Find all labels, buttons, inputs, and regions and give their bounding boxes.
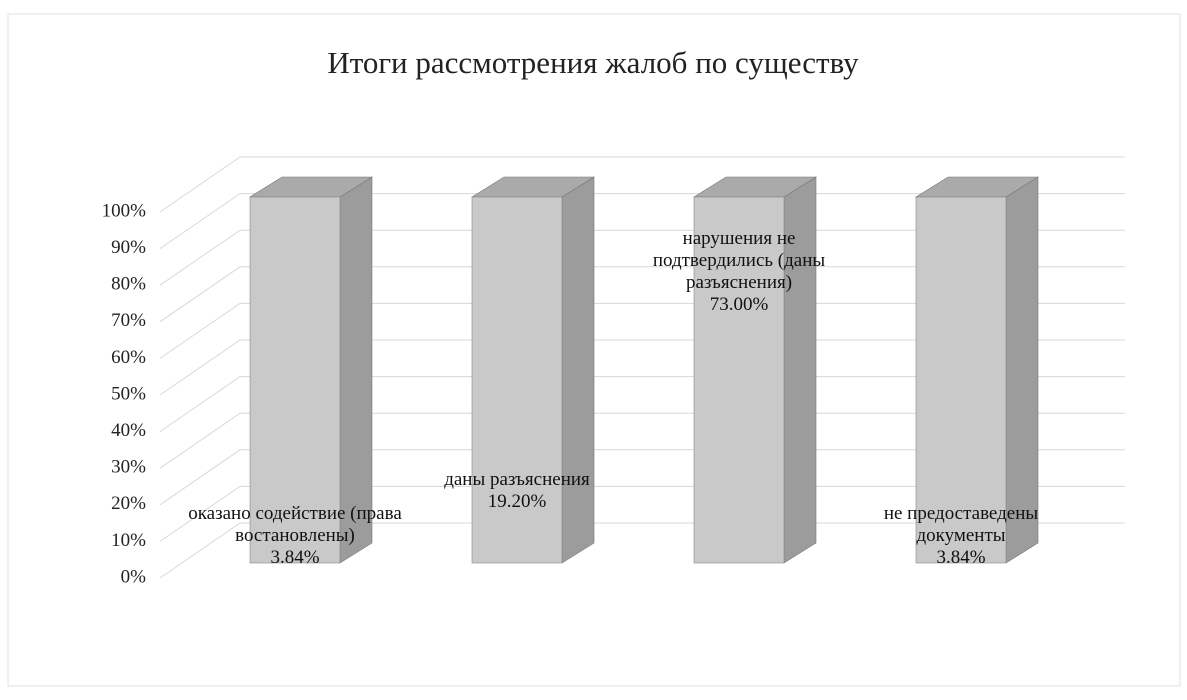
grid-line <box>159 229 1125 286</box>
data-label: 3.84% <box>936 546 986 568</box>
y-tick-label: 20% <box>111 493 146 514</box>
data-label-category: оказано содействие (права востановлены) <box>188 502 402 546</box>
grid-line <box>159 522 1125 579</box>
bar <box>915 196 1007 564</box>
y-tick-label: 100% <box>102 200 147 221</box>
data-label-category: даны разъяснения <box>444 468 590 490</box>
grid-line <box>159 449 1125 506</box>
chart-title: Итоги рассмотрения жалоб по существу <box>327 45 859 80</box>
y-tick-label: 70% <box>111 310 146 331</box>
y-tick-label: 30% <box>111 457 146 478</box>
grid-line <box>159 266 1125 323</box>
y-tick-label: 10% <box>111 530 146 551</box>
bar <box>249 196 341 564</box>
y-tick-label: 80% <box>111 274 146 295</box>
bar <box>693 196 785 564</box>
y-tick-label: 40% <box>111 420 146 441</box>
grid-line <box>159 302 1125 359</box>
data-label-category: не предоставедены документы <box>883 502 1039 546</box>
grid-line <box>159 485 1125 542</box>
data-label: 19.20% <box>487 490 547 512</box>
y-tick-label: 90% <box>111 237 146 258</box>
y-tick-label: 0% <box>121 566 147 587</box>
grid-line <box>159 339 1125 396</box>
grid-line <box>159 193 1125 250</box>
grid-line <box>159 156 1125 213</box>
data-label: 73.00% <box>709 293 769 315</box>
grid-line <box>159 376 1125 433</box>
grid-line <box>159 412 1125 469</box>
chart-border <box>7 13 1181 687</box>
data-label-category: нарушения не подтвердились (даны разъясн… <box>652 227 826 293</box>
data-label: 3.84% <box>270 546 320 568</box>
y-tick-label: 50% <box>111 383 146 404</box>
y-tick-label: 60% <box>111 347 146 368</box>
bar <box>471 196 563 564</box>
